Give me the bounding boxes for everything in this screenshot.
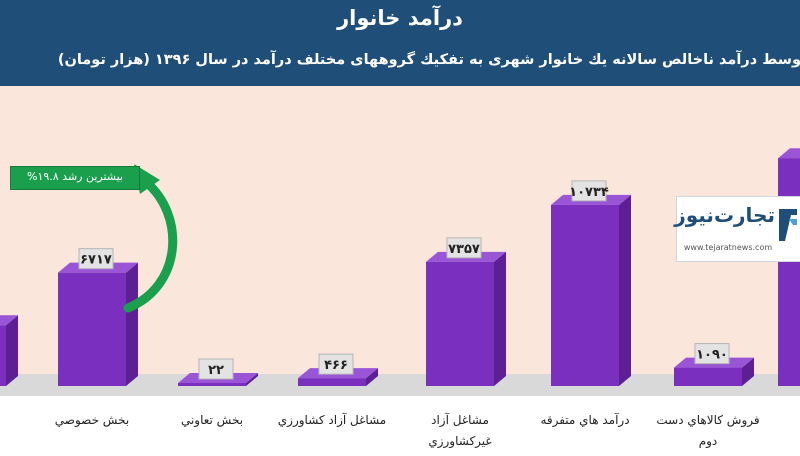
bar: [0, 325, 6, 386]
growth-arrow: [123, 177, 178, 313]
category-label: فروش كالاهاي دست دوم: [656, 413, 760, 448]
bar: [674, 367, 742, 386]
bar-side: [6, 315, 18, 386]
tejaratnews-logo: تجارت‌نیوز www.tejaratnews.com: [674, 196, 800, 262]
value-label: ۱۰۷۳۴: [569, 185, 609, 200]
logo-icon: [779, 209, 797, 241]
value-label: ۱۰۹۰: [696, 348, 728, 363]
category-axis: [0, 396, 800, 456]
highest-growth-text: بیشترین رشد ۱۹.۸%: [26, 170, 123, 183]
bar: [58, 272, 126, 386]
category-label: ب: [0, 410, 32, 431]
plot-area: ۶۷۱۷ ۲۲ ۴۶۶ ۷۳۵۷ ۱۰۷۳۴ ۱۰۹۰: [0, 86, 800, 396]
category-label: بخش خصوصي: [54, 413, 130, 427]
bar: [298, 378, 366, 386]
bar-chart: ۶۷۱۷ ۲۲ ۴۶۶ ۷۳۵۷ ۱۰۷۳۴ ۱۰۹۰: [0, 148, 800, 396]
bar-top: [778, 148, 800, 159]
bar-side: [619, 194, 631, 386]
value-label: ۷۳۵۷: [448, 242, 480, 257]
value-label-box: [78, 248, 114, 270]
logo-wordmark: تجارت‌نیوز: [674, 203, 775, 227]
bar: [426, 261, 494, 386]
category-label: درآمد هاي متفرقه: [540, 413, 630, 427]
bar-side: [494, 251, 506, 386]
value-label: ۲۲: [208, 363, 224, 378]
value-label-box: [694, 343, 730, 365]
value-label-box: [318, 353, 354, 375]
bar-side: [742, 357, 754, 386]
logo-url: www.tejaratnews.com: [683, 243, 773, 252]
value-label-box: [198, 358, 234, 380]
chart-subtitle: متوسط درآمد ناخالص سالانه یك خانوار شهری…: [57, 52, 800, 68]
category-label: بخش تعاوني: [180, 413, 244, 427]
bar-side: [126, 262, 138, 386]
value-label: ۶۷۱۷: [80, 253, 112, 268]
bar: [178, 383, 246, 386]
bar-side: [366, 368, 378, 386]
bar: [551, 204, 619, 386]
value-label-box: [571, 180, 607, 202]
bar-side: [246, 373, 258, 386]
highest-growth-badge: بیشترین رشد ۱۹.۸%: [10, 166, 140, 190]
value-label-box: [446, 237, 482, 259]
chart-header: درآمد خانوار متوسط درآمد ناخالص سالانه ی…: [0, 0, 800, 86]
category-label: مشاغل آزاد كشاورزي: [277, 413, 387, 427]
bar: [778, 158, 800, 386]
bar-top: [0, 315, 18, 326]
value-label: ۴۶۶: [324, 358, 348, 373]
category-label: مشاغل آزاد غيركشاورزي: [428, 413, 492, 448]
chart-title: درآمد خانوار: [337, 6, 463, 30]
category-label: پولي: [752, 410, 800, 431]
growth-arrow-head: [134, 164, 160, 194]
